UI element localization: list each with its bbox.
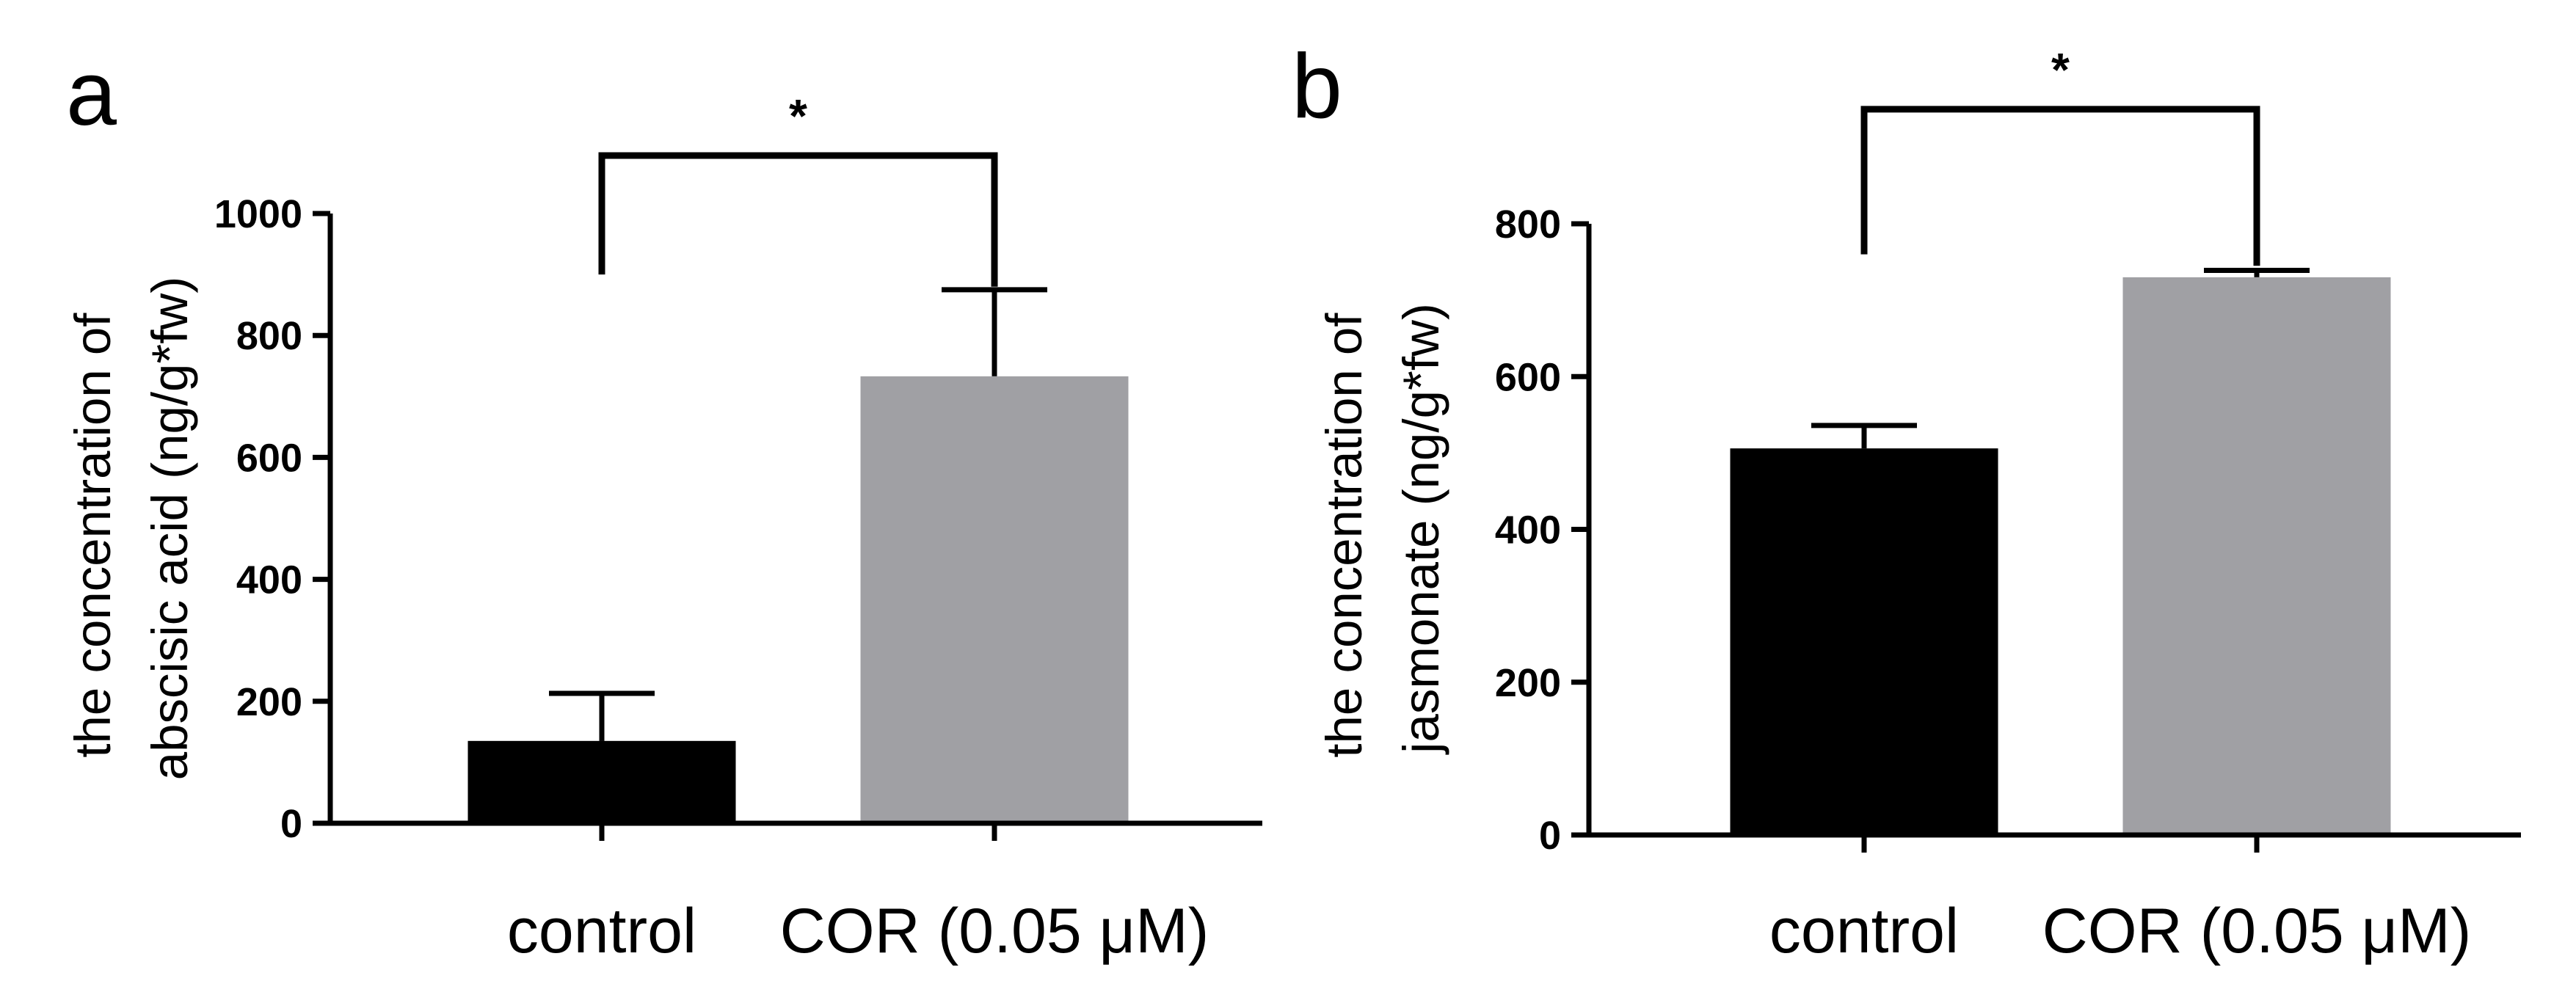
y-tick-labels: 0 200 400 600 800	[1495, 203, 1561, 858]
y-tick-label: 600	[236, 436, 302, 480]
significance-bracket	[1860, 106, 2260, 266]
panel-label: a	[66, 43, 117, 145]
y-tick-labels: 0 200 400 600 800 1000	[214, 192, 302, 846]
bar	[1730, 448, 1998, 835]
y-tick-label: 0	[280, 802, 302, 846]
y-tick-label: 400	[236, 558, 302, 602]
y-tick-label: 400	[1495, 508, 1561, 552]
y-tick-label: 800	[236, 314, 302, 358]
panel-label: b	[1292, 36, 1342, 137]
y-axis-label-line-2: abscisic acid (ng/g*fw)	[142, 277, 198, 780]
y-axis-label-line-1: the concentration of	[1316, 313, 1372, 758]
significance-asterisk: *	[789, 90, 807, 142]
panel-b: b the concentration of jasmonate (ng/g*f…	[1292, 36, 2521, 966]
y-axis-label-line-1: the concentration of	[65, 313, 121, 758]
y-tick-label: 800	[1495, 203, 1561, 247]
bar	[860, 376, 1129, 823]
bar	[467, 740, 736, 823]
y-axis-label: the concentration of abscisic acid (ng/g…	[65, 277, 198, 780]
x-tick-labels: control COR (0.05 μM)	[507, 896, 1209, 966]
x-tick-label-cor: COR (0.05 μM)	[780, 896, 1209, 966]
bar	[2122, 277, 2391, 835]
panel-a: a the concentration of abscisic acid (ng…	[65, 43, 1262, 966]
y-axis-label-line-2: jasmonate (ng/g*fw)	[1393, 303, 1449, 755]
y-tick-label: 200	[236, 680, 302, 724]
y-tick-label: 0	[1539, 814, 1561, 858]
x-tick-label-cor: COR (0.05 μM)	[2042, 896, 2472, 966]
y-tick-label: 1000	[214, 192, 302, 236]
y-tick-label: 200	[1495, 661, 1561, 705]
x-tick-label-control: control	[507, 896, 696, 966]
x-tick-labels: control COR (0.05 μM)	[1769, 896, 2471, 966]
y-axis-label: the concentration of jasmonate (ng/g*fw)	[1316, 299, 1449, 757]
y-tick-label: 600	[1495, 355, 1561, 399]
x-tick-label-control: control	[1769, 896, 1959, 966]
significance-bracket	[598, 152, 998, 287]
significance-asterisk: *	[2051, 43, 2070, 96]
